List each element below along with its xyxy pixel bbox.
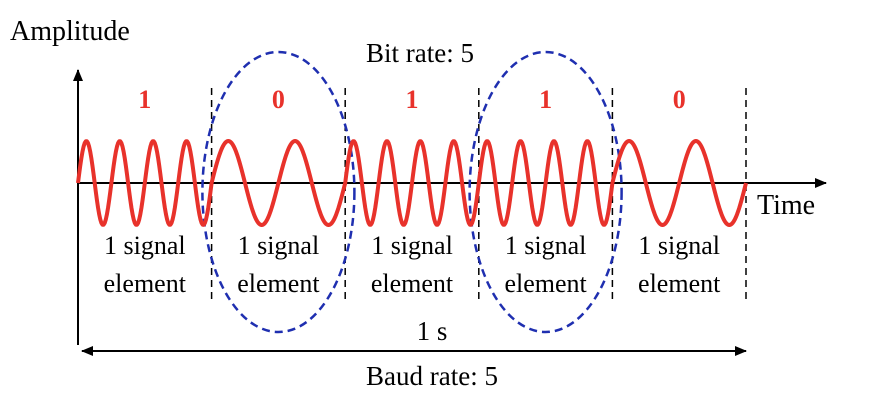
bit-labels: 1 0 1 1 0 bbox=[138, 85, 685, 114]
bit-label-4: 1 bbox=[539, 85, 552, 114]
bit-label-2: 0 bbox=[272, 85, 285, 114]
baud-rate-label: Baud rate: 5 bbox=[366, 361, 498, 391]
duration-label: 1 s bbox=[417, 316, 448, 346]
element-label-line2-2: element bbox=[237, 269, 320, 298]
element-label-line1-5: 1 signal bbox=[638, 231, 720, 260]
bit-rate-label: Bit rate: 5 bbox=[366, 38, 474, 68]
element-label-line2-5: element bbox=[638, 269, 721, 298]
element-label-line1-3: 1 signal bbox=[371, 231, 453, 260]
y-axis-label: Amplitude bbox=[10, 16, 130, 47]
x-axis-label: Time bbox=[757, 190, 815, 221]
element-label-line2-3: element bbox=[371, 269, 454, 298]
element-label-line2-1: element bbox=[104, 269, 187, 298]
highlight-ellipse-2 bbox=[468, 50, 623, 334]
element-label-line1-2: 1 signal bbox=[238, 231, 320, 260]
element-label-line1-4: 1 signal bbox=[505, 231, 587, 260]
bit-label-1: 1 bbox=[138, 85, 151, 114]
element-label-line2-4: element bbox=[504, 269, 587, 298]
signal-element-labels: 1 signal element 1 signal element 1 signal el… bbox=[104, 231, 721, 298]
element-label-line1-1: 1 signal bbox=[104, 231, 186, 260]
bit-label-3: 1 bbox=[406, 85, 419, 114]
highlight-ellipses bbox=[201, 50, 623, 334]
signal-waveform bbox=[76, 139, 748, 227]
highlight-ellipse-1 bbox=[201, 50, 356, 334]
bit-label-5: 0 bbox=[673, 85, 686, 114]
